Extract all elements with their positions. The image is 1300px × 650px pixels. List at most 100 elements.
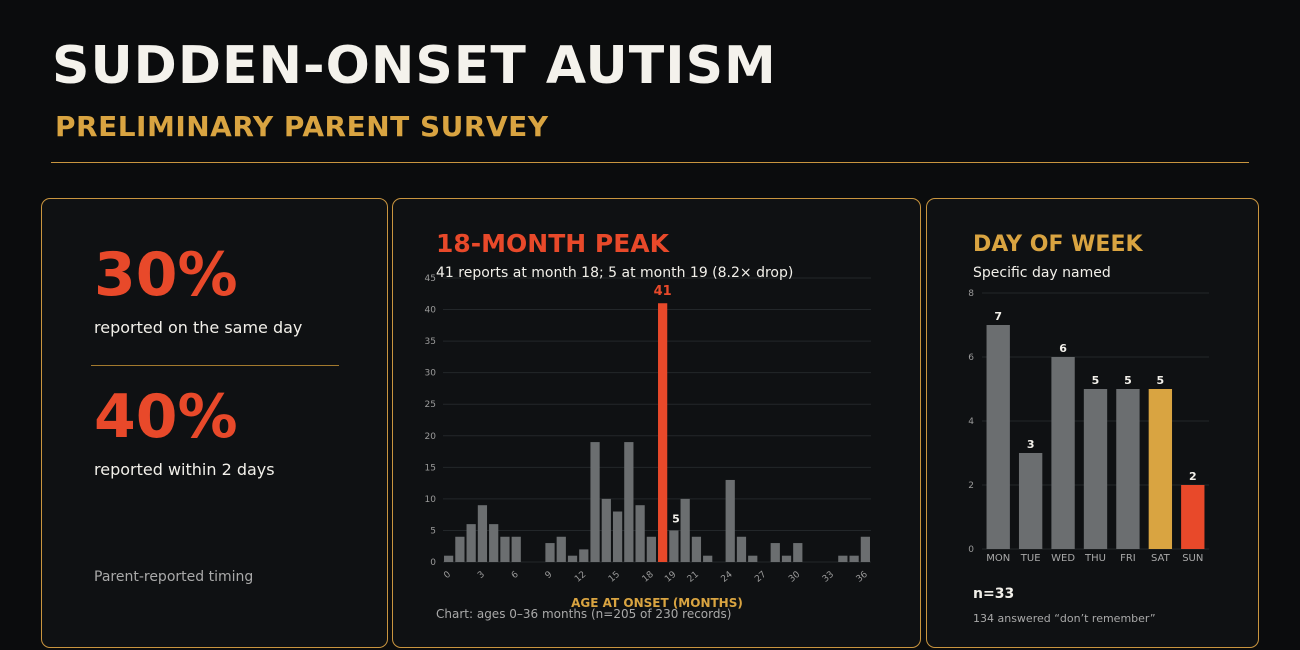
timing-card: 30% reported on the same day 40% reporte… [41,198,388,648]
day-of-week-chart: 0 2 4 6 8 7 MON 3 TUE 6 WED 5 THU 5 FRI 5 SAT 2 SUN [968,289,1209,564]
day-of-week-card: 0 2 4 6 8 7 MON 3 TUE 6 WED 5 THU 5 FRI 5 SAT 2 SUN DAY OF… [926,198,1259,648]
histogram-footnote: Chart: ages 0–36 months (n=205 of 230 re… [436,607,732,621]
histogram-y-tick-label: 30 [425,369,437,379]
dow-bar-sat [1148,389,1173,549]
dow-y-tick-label: 6 [968,353,974,363]
histogram-bar [455,536,465,562]
histogram-x-tick-label: 3 [476,570,487,581]
dow-data-label: 2 [1189,470,1197,483]
histogram-data-label: 5 [672,512,680,525]
histogram-x-tick-label: 27 [753,570,768,585]
histogram-x-tick-label: 9 [544,570,555,582]
histogram-bar [545,543,555,562]
dow-bar-mon [986,325,1010,549]
histogram-y-tick-label: 0 [430,558,436,568]
histogram-bar [601,498,611,562]
histogram-bar [646,536,656,562]
dow-bar-tue [1018,453,1043,549]
histogram-bar [466,524,476,562]
histogram-bar [444,555,454,562]
dow-y-tick-label: 8 [968,289,974,299]
page-title: SUDDEN-ONSET AUTISM [52,36,777,96]
dow-x-tick-label: SUN [1182,553,1203,564]
day-of-week-subheading: Specific day named [973,265,1111,281]
histogram-y-tick-label: 40 [425,306,437,316]
dow-data-label: 5 [1157,374,1165,387]
histogram-bar [635,505,645,562]
histogram-x-tick-label: 15 [607,570,622,585]
histogram-bar [770,543,780,562]
dow-data-label: 6 [1059,342,1067,355]
histogram-bar [748,555,758,562]
dow-y-tick-label: 0 [968,545,974,555]
histogram-y-tick-label: 5 [430,526,436,536]
histogram-bar [781,555,792,562]
histogram-bar [511,536,521,562]
dow-x-tick-label: WED [1051,553,1075,564]
histogram-x-tick-label: 33 [821,570,836,585]
histogram-x-tick-label: 6 [510,570,521,582]
histogram-bar [838,555,848,562]
timing-footnote: Parent-reported timing [94,569,254,585]
histogram-bar [590,442,600,562]
histogram-bar [703,555,713,562]
histogram-bar [477,505,488,562]
two-day-stat-value: 40% [94,382,238,452]
dow-x-tick-label: MON [986,553,1010,564]
dow-data-label: 5 [1092,374,1100,387]
dow-data-label: 5 [1124,374,1132,387]
histogram-bar [736,536,747,562]
dow-bar-thu [1083,389,1108,549]
peak-heading: 18-MONTH PEAK [436,229,670,258]
histogram-x-tick-label: 0 [442,570,453,582]
day-of-week-heading: DAY OF WEEK [973,232,1143,257]
same-day-stat-label: reported on the same day [94,318,303,337]
histogram-bar [556,536,566,562]
histogram-bar [669,530,679,562]
sample-size: n=33 [973,586,1015,602]
dow-y-tick-label: 2 [968,481,974,491]
histogram-y-tick-label: 45 [425,274,436,284]
histogram-y-tick-label: 35 [425,337,436,347]
dow-x-tick-label: SAT [1151,553,1171,564]
histogram-y-tick-label: 25 [425,400,436,410]
histogram-bar [793,543,803,562]
dow-x-tick-label: THU [1084,553,1106,564]
header-divider [51,162,1249,163]
histogram-x-tick-label: 19 [663,570,678,585]
histogram-x-tick-label: 18 [641,570,656,585]
histogram-y-tick-label: 20 [425,432,437,442]
dow-x-tick-label: FRI [1120,553,1136,564]
histogram-x-tick-label: 36 [855,570,870,585]
peak-subheading: 41 reports at month 18; 5 at month 19 (8… [436,265,794,281]
histogram-bar [579,549,589,562]
histogram-bar [725,479,735,562]
histogram-bar [691,536,702,562]
histogram-bar [849,555,859,562]
dow-bar-fri [1116,389,1140,549]
dow-data-label: 7 [994,310,1002,323]
histogram-bar [612,511,623,562]
histogram-data-label: 41 [654,284,672,299]
histogram-y-tick-label: 15 [425,463,436,473]
dow-data-label: 3 [1027,438,1035,451]
histogram-x-tick-label: 24 [720,570,735,585]
histogram-x-axis-label: AGE AT ONSET (MONTHS) [571,596,743,610]
same-day-stat-value: 30% [94,240,238,310]
histogram-bar [489,524,499,562]
histogram-bar [500,536,510,562]
page-subtitle: PRELIMINARY PARENT SURVEY [55,110,549,143]
dow-x-tick-label: TUE [1020,553,1041,564]
age-onset-card: 0 5 10 15 20 25 30 35 40 45 0 3 6 9 12 15 18 19 21 24 27 30 33… [392,198,921,648]
histogram-x-tick-label: 12 [573,570,588,585]
histogram-x-tick-label: 30 [787,570,802,585]
dow-bar-sun [1181,485,1205,549]
dow-y-tick-label: 4 [968,417,974,427]
two-day-stat-label: reported within 2 days [94,460,275,479]
histogram-bar [680,498,690,562]
histogram-y-tick-label: 10 [425,495,437,505]
dont-remember-note: 134 answered “don’t remember” [973,612,1156,625]
dow-bar-wed [1051,357,1075,549]
histogram-peak-bar [658,303,668,562]
